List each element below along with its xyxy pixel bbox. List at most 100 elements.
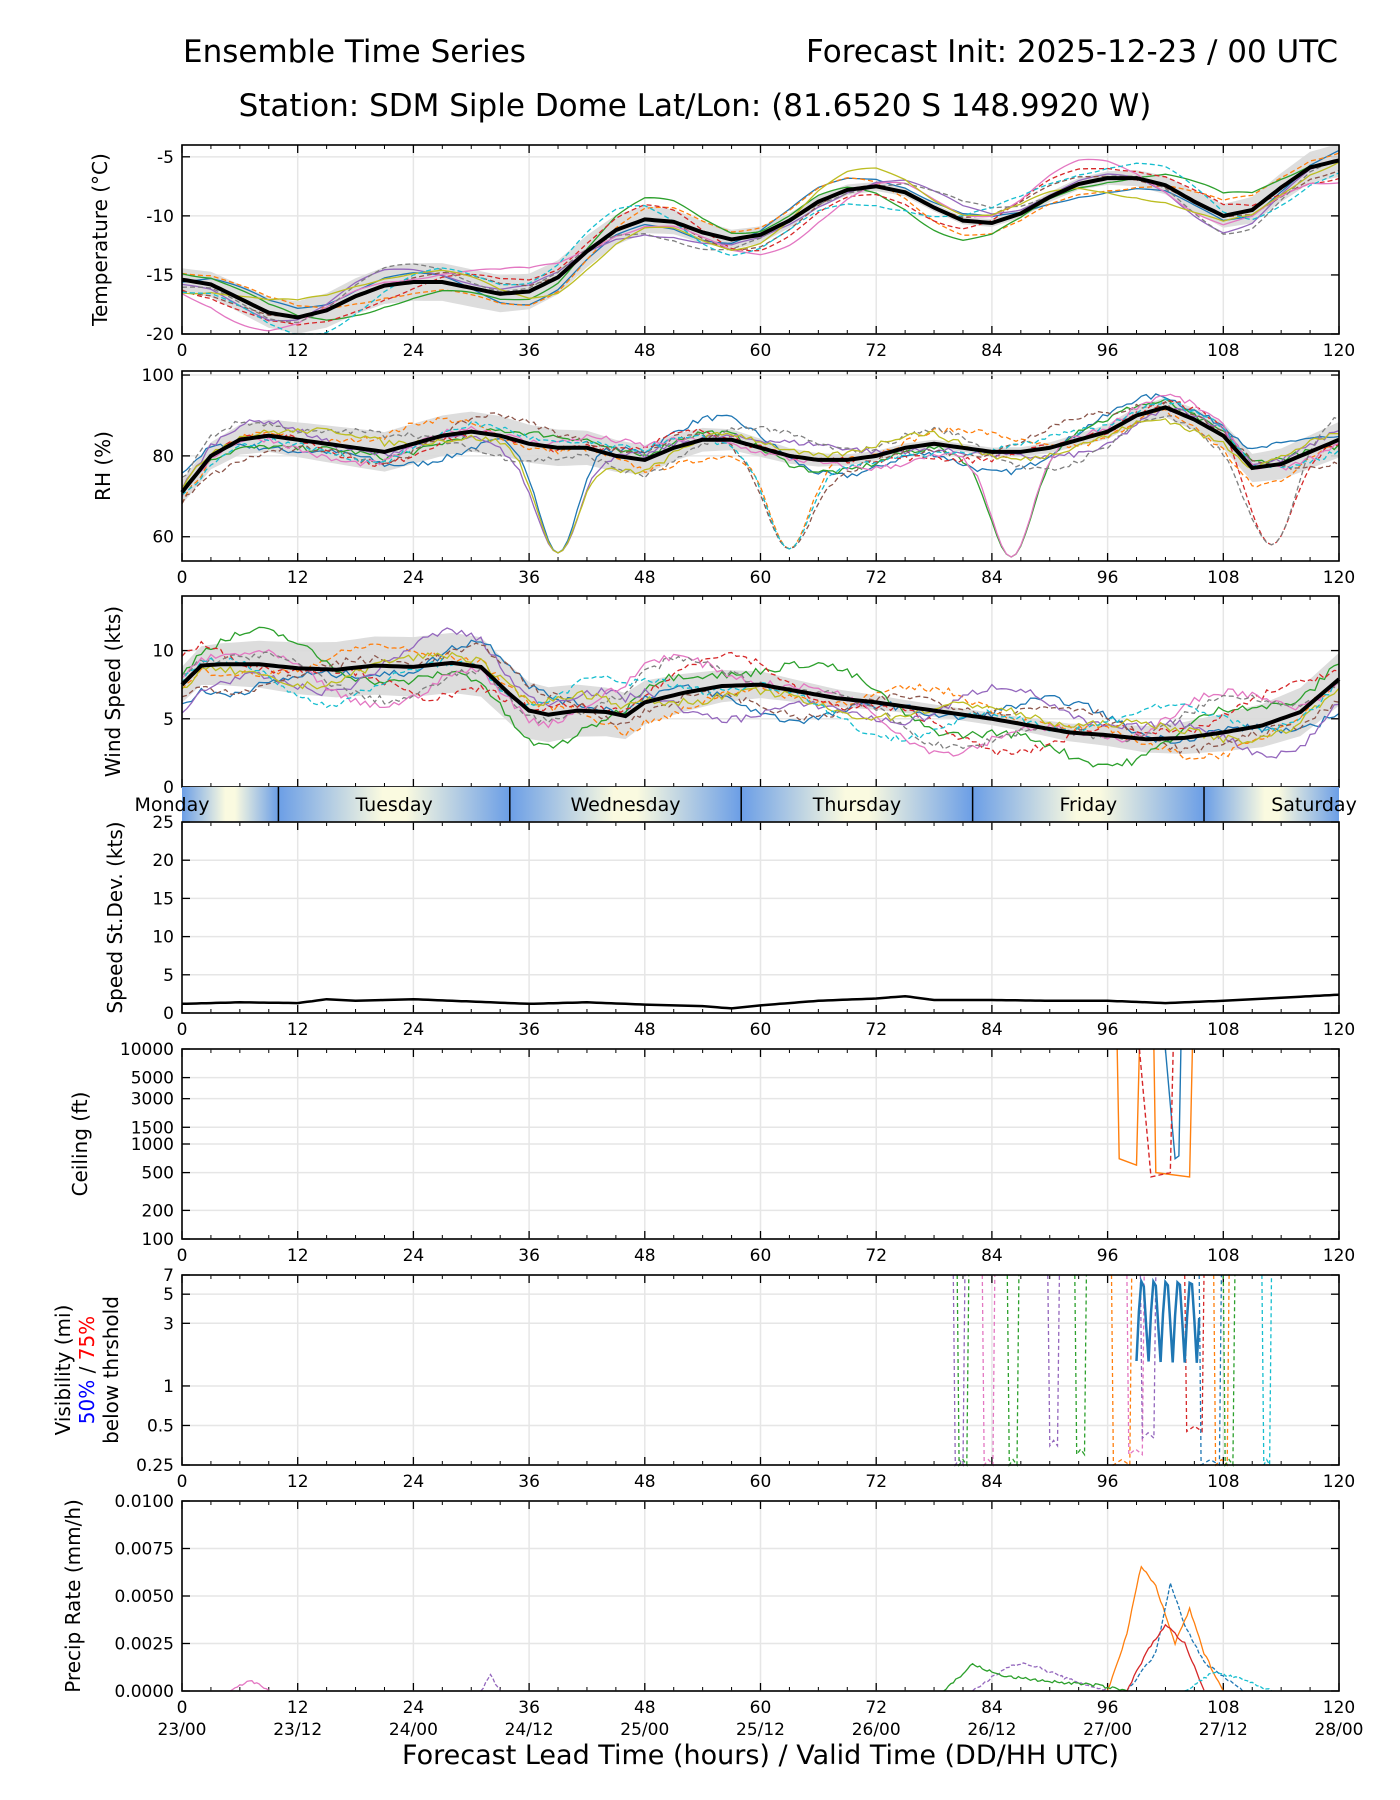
day-band-thursday (741, 787, 973, 822)
valid-time-label: 25/12 (736, 1720, 785, 1740)
y-tick-label: 80 (152, 447, 174, 467)
day-label-monday: Monday (134, 794, 209, 816)
x-tick-label: 24 (403, 341, 425, 361)
x-tick-label: 108 (1207, 568, 1239, 588)
x-tick-label: 120 (1323, 1698, 1355, 1718)
day-label-thursday: Thursday (812, 794, 901, 816)
y-tick-label: -20 (146, 325, 174, 345)
vis-75-label: 75% (75, 1316, 99, 1360)
ensemble-mean-line (180, 405, 1340, 494)
x-tick-label: 120 (1323, 1246, 1355, 1266)
x-tick-label: 120 (1323, 1020, 1355, 1040)
y-tick-label: 0.0000 (115, 1682, 174, 1702)
visibility-member-line (1110, 1274, 1133, 1467)
y-tick-label: 10 (152, 642, 174, 662)
x-axis-label: Forecast Lead Time (hours) / Valid Time … (402, 1740, 1119, 1771)
valid-time-label: 24/12 (505, 1720, 554, 1740)
x-tick-label: 72 (865, 568, 887, 588)
visibility-member-line (1126, 1274, 1145, 1456)
member-line (181, 393, 1340, 558)
panel-border (181, 144, 1340, 335)
day-label-friday: Friday (1060, 794, 1118, 816)
day-band-friday (972, 787, 1205, 822)
valid-time-label: 27/00 (1083, 1720, 1132, 1740)
station-info: Station: SDM Siple Dome Lat/Lon: (81.652… (238, 88, 1152, 124)
x-tick-label: 96 (1097, 1246, 1119, 1266)
x-tick-label: 12 (287, 568, 309, 588)
x-tick-label: 96 (1097, 341, 1119, 361)
x-tick-label: 84 (981, 1472, 1003, 1492)
y-tick-label: 20 (152, 851, 174, 871)
x-tick-label: 36 (518, 1472, 540, 1492)
y-tick-label: 5 (163, 710, 174, 730)
x-tick-label: 36 (518, 1698, 540, 1718)
y-tick-label: 0.0025 (115, 1635, 174, 1655)
valid-time-label: 23/00 (158, 1720, 207, 1740)
x-tick-label: 72 (865, 1246, 887, 1266)
x-tick-label: 12 (287, 1020, 309, 1040)
x-tick-label: 120 (1323, 341, 1355, 361)
x-tick-label: 60 (750, 1246, 772, 1266)
x-tick-label: 24 (403, 1472, 425, 1492)
ceiling-member-line (1164, 1048, 1182, 1161)
x-tick-label: 36 (518, 1246, 540, 1266)
temperature-axis-label: Temperature (°C) (88, 153, 112, 327)
x-tick-label: 0 (177, 1020, 188, 1040)
x-tick-label: 24 (403, 1020, 425, 1040)
precip-member-line (1126, 1582, 1244, 1692)
valid-time-label: 26/12 (967, 1720, 1016, 1740)
ceiling-member-line (1153, 1048, 1194, 1178)
x-tick-label: 48 (634, 1698, 656, 1718)
y-tick-label: -15 (146, 266, 174, 286)
y-tick-label: 0 (163, 778, 174, 798)
x-tick-label: 60 (750, 341, 772, 361)
precip-member-line (229, 1680, 270, 1692)
x-tick-label: 120 (1323, 568, 1355, 588)
precip-member-line (972, 1662, 1108, 1692)
day-band-tuesday (278, 787, 510, 822)
panel-border (181, 1274, 1340, 1466)
y-tick-label: 100 (142, 366, 174, 386)
forecast-init: Forecast Init: 2025-12-23 / 00 UTC (806, 34, 1338, 70)
panel-border (181, 821, 1340, 1014)
x-tick-label: 96 (1097, 1472, 1119, 1492)
x-tick-label: 0 (177, 568, 188, 588)
wind-speed-axis-label: Wind Speed (kts) (101, 606, 125, 777)
member-line (181, 626, 1340, 768)
x-tick-label: 12 (287, 341, 309, 361)
member-line (181, 627, 1340, 759)
day-label-tuesday: Tuesday (354, 794, 432, 816)
x-tick-label: 96 (1097, 1698, 1119, 1718)
member-line (181, 657, 1340, 742)
x-tick-label: 84 (981, 1246, 1003, 1266)
x-tick-label: 108 (1207, 1472, 1239, 1492)
visibility-member-line (1213, 1274, 1230, 1467)
visibility-member-line (1184, 1274, 1205, 1433)
y-tick-label: 1000 (131, 1135, 174, 1155)
x-tick-label: 24 (403, 1246, 425, 1266)
visibility-member-line (1261, 1274, 1273, 1466)
visibility-below-label: below thrshold (99, 1296, 123, 1444)
ensemble-mean-line (180, 660, 1341, 742)
y-tick-label: 10 (152, 928, 174, 948)
x-tick-label: 72 (865, 1472, 887, 1492)
member-line (181, 640, 1340, 757)
member-line (181, 397, 1340, 550)
x-tick-label: 108 (1207, 341, 1239, 361)
y-tick-label: 3000 (131, 1090, 174, 1110)
x-tick-label: 72 (865, 1698, 887, 1718)
y-tick-label: 0.0075 (115, 1540, 174, 1560)
y-tick-label: 5 (163, 966, 174, 986)
y-tick-label: 25 (152, 813, 174, 833)
y-tick-label: 0.5 (147, 1416, 174, 1436)
day-band-wednesday (509, 787, 742, 822)
x-tick-label: 48 (634, 568, 656, 588)
member-line (181, 418, 1340, 554)
precip-member-line (1126, 1623, 1205, 1692)
visibility-member-line (956, 1274, 970, 1468)
x-tick-label: 60 (750, 1698, 772, 1718)
y-tick-label: 1500 (131, 1118, 174, 1138)
member-line (181, 642, 1340, 755)
x-tick-label: 60 (750, 1020, 772, 1040)
